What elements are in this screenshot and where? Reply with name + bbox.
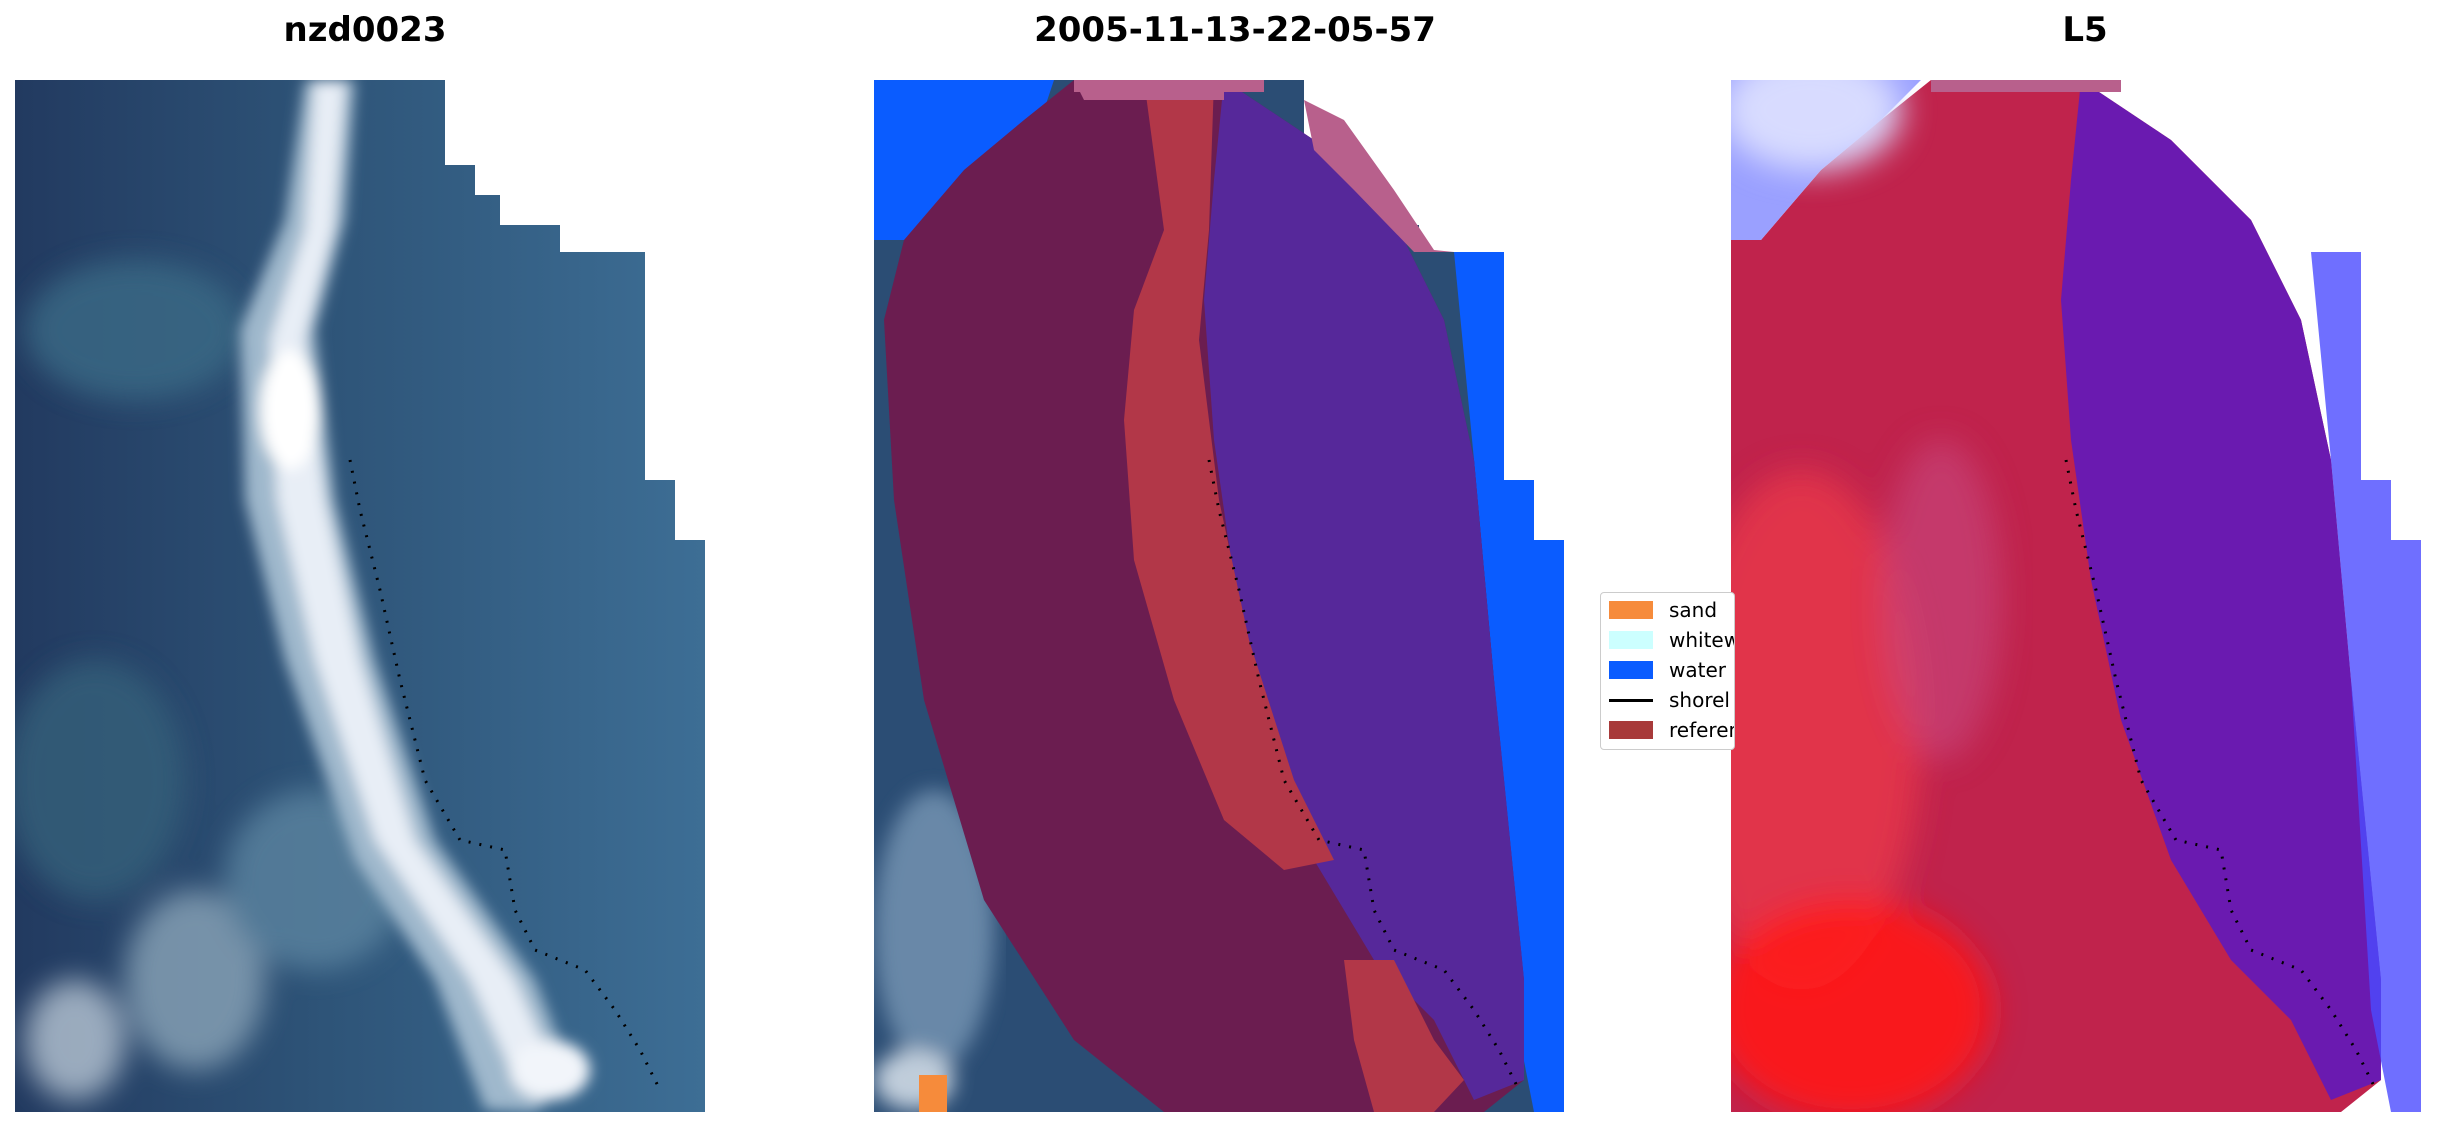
index-image-panel — [1731, 80, 2421, 1112]
classified-image-panel — [874, 80, 1564, 1112]
legend-label-reference: referen — [1669, 718, 1735, 742]
legend-item-shoreline: shorel — [1609, 687, 1730, 713]
reference-class-region — [1124, 80, 1334, 870]
legend-swatch-sand — [1609, 601, 1653, 619]
legend-label-shoreline: shorel — [1669, 688, 1730, 712]
legend-label-sand: sand — [1669, 598, 1718, 622]
rgb-image-panel — [15, 80, 705, 1112]
shoreline-dots — [348, 459, 662, 1091]
legend-item-reference: referen — [1609, 717, 1735, 743]
legend-swatch-shoreline — [1609, 698, 1653, 702]
legend: sand whitew water shorel referen — [1600, 592, 1735, 750]
legend-item-sand: sand — [1609, 597, 1717, 623]
legend-swatch-reference — [1609, 721, 1653, 739]
legend-swatch-water — [1609, 661, 1653, 679]
legend-label-water: water — [1669, 658, 1726, 682]
panel-title-index: L5 — [2062, 10, 2108, 50]
water-class-region — [874, 80, 1054, 240]
sand-class-pixel — [919, 1075, 947, 1112]
purple-index-region — [2061, 80, 2381, 1100]
panel-title-classified: 2005-11-13-22-05-57 — [1034, 10, 1436, 50]
legend-item-water: water — [1609, 657, 1726, 683]
legend-swatch-whitewater — [1609, 631, 1653, 649]
legend-item-whitewater: whitew — [1609, 627, 1735, 653]
panel-title-rgb: nzd0023 — [283, 10, 447, 50]
purple-class-region — [1204, 80, 1524, 1100]
legend-label-whitewater: whitew — [1669, 628, 1735, 652]
